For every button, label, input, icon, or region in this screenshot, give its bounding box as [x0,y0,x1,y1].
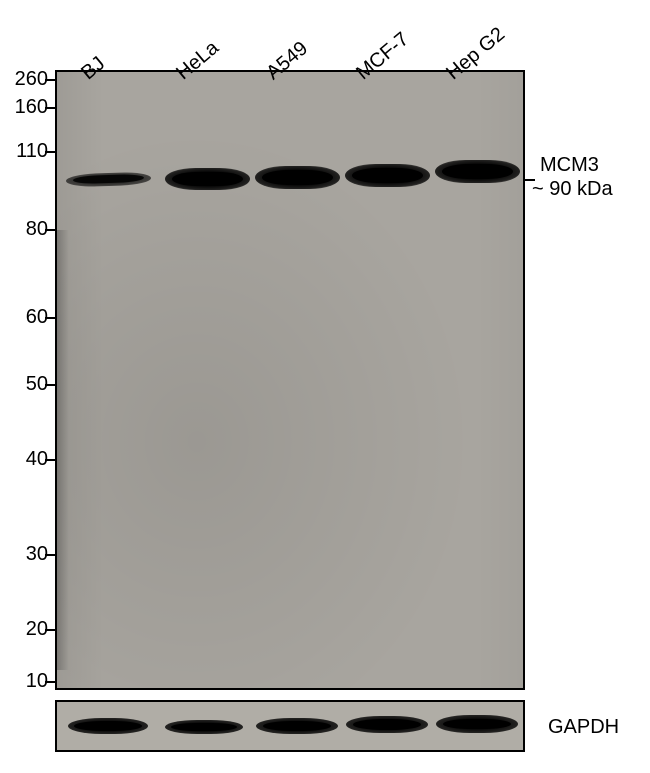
mw-tick [45,107,55,109]
target-size-label: ~ 90 kDa [532,178,613,201]
mw-marker-label: 40 [0,448,48,471]
mw-tick [45,151,55,153]
gapdh-band-core [353,719,422,729]
mw-marker-label: 10 [0,670,48,693]
mw-marker-label: 160 [0,96,48,119]
mcm3-band-core [172,172,243,186]
gapdh-band-core [263,721,332,731]
mw-tick [45,317,55,319]
mw-tick [45,554,55,556]
mw-marker-label: 30 [0,543,48,566]
mw-marker-label: 80 [0,218,48,241]
mw-tick [45,459,55,461]
mw-marker-label: 60 [0,306,48,329]
blot-edge-shadow [57,230,69,670]
gapdh-band-core [443,719,512,730]
mcm3-band-core [442,164,513,179]
target-protein-label: MCM3 [540,154,599,177]
gapdh-band-core [74,721,141,731]
mw-tick [45,629,55,631]
mw-marker-label: 20 [0,618,48,641]
mw-marker-label: 110 [0,140,48,163]
loading-control-label: GAPDH [548,716,619,739]
mw-tick [45,79,55,81]
mw-tick [45,681,55,683]
gapdh-band-core [171,723,237,731]
mw-marker-label: 50 [0,373,48,396]
mw-tick [45,384,55,386]
mw-marker-label: 260 [0,68,48,91]
mw-tick [45,229,55,231]
mcm3-band-core [352,168,423,183]
mcm3-band-core [262,170,333,185]
